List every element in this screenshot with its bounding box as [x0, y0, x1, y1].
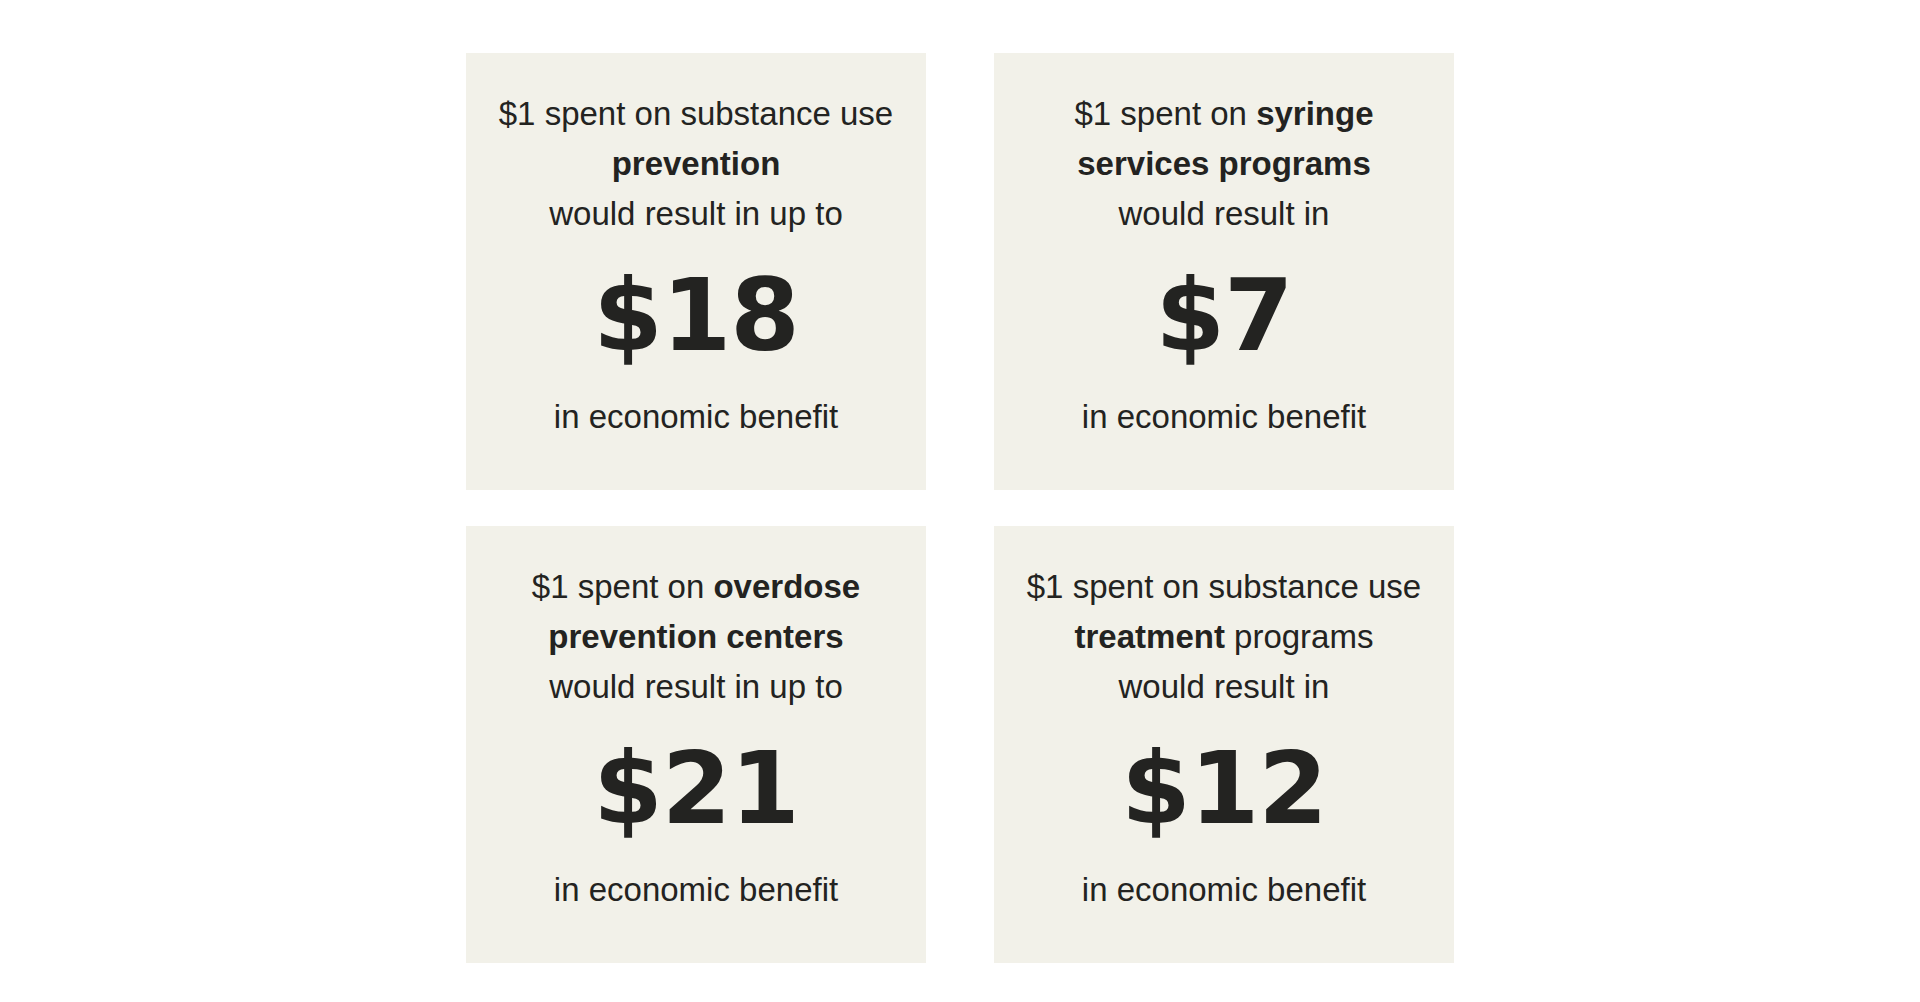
card-intro-bold-text: prevention centers — [548, 618, 843, 655]
card-intro-text: $1 spent on substance use — [499, 95, 893, 132]
economic-benefit-grid: $1 spent on substance use prevention would… — [466, 53, 1454, 963]
benefit-amount: $7 — [1155, 263, 1292, 368]
card-intro-bold-text: overdose — [713, 568, 860, 605]
benefit-card-syringe-services-programs: $1 spent on syringe services programs woul… — [994, 53, 1454, 490]
benefit-card-overdose-prevention-centers: $1 spent on overdose prevention centers wo… — [466, 526, 926, 963]
card-intro: $1 spent on overdose prevention centers wo… — [532, 562, 860, 712]
card-intro: $1 spent on syringe services programs woul… — [1074, 89, 1373, 239]
card-intro-text: would result in — [1119, 195, 1330, 232]
benefit-amount: $12 — [1121, 736, 1327, 841]
benefit-caption: in economic benefit — [554, 392, 838, 442]
benefit-caption: in economic benefit — [1082, 865, 1366, 915]
card-intro-bold-text: services programs — [1077, 145, 1371, 182]
card-intro-text: $1 spent on substance use — [1027, 568, 1421, 605]
card-intro-text: $1 spent on — [532, 568, 714, 605]
benefit-card-substance-use-prevention: $1 spent on substance use prevention would… — [466, 53, 926, 490]
benefit-amount: $21 — [593, 736, 799, 841]
benefit-caption: in economic benefit — [1082, 392, 1366, 442]
card-intro: $1 spent on substance use prevention would… — [499, 89, 893, 239]
benefit-card-substance-use-treatment: $1 spent on substance use treatment progr… — [994, 526, 1454, 963]
benefit-amount: $18 — [593, 263, 799, 368]
card-intro-text: $1 spent on — [1074, 95, 1256, 132]
card-intro-bold-text: prevention — [612, 145, 781, 182]
card-intro-bold-text: syringe — [1256, 95, 1373, 132]
card-intro-text: would result in up to — [549, 668, 843, 705]
card-intro-text: programs — [1225, 618, 1374, 655]
card-intro-text: would result in up to — [549, 195, 843, 232]
benefit-caption: in economic benefit — [554, 865, 838, 915]
card-intro: $1 spent on substance use treatment progr… — [1027, 562, 1421, 712]
card-intro-text: would result in — [1119, 668, 1330, 705]
card-intro-bold-text: treatment — [1075, 618, 1225, 655]
